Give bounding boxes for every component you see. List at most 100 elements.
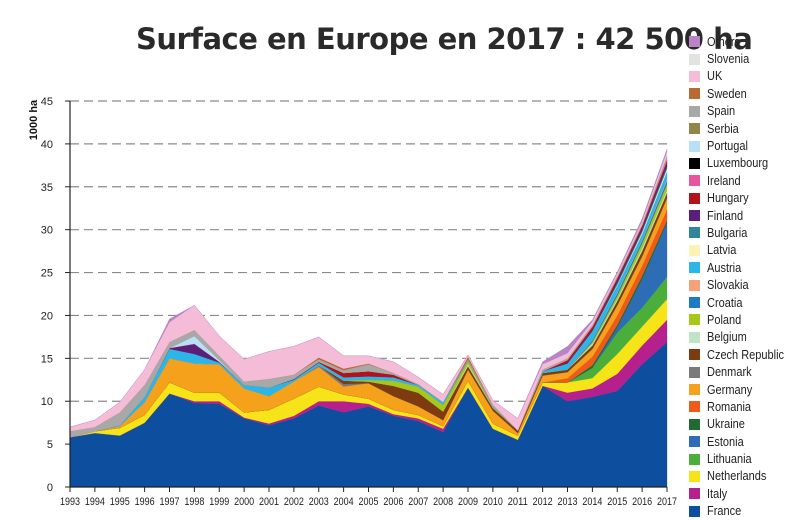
x-tick-label: 2005 — [359, 496, 379, 508]
y-tick-label: 20 — [41, 310, 53, 322]
legend-swatch — [689, 105, 700, 117]
x-tick-label: 2001 — [259, 496, 279, 508]
legend-swatch — [689, 123, 700, 135]
legend-label: Ireland — [707, 173, 741, 188]
legend-item-croatia: Croatia — [689, 294, 795, 311]
legend-swatch — [689, 297, 700, 309]
x-tick-label: 1999 — [209, 496, 229, 508]
legend-swatch — [689, 366, 700, 378]
x-tick-label: 2002 — [284, 496, 304, 508]
legend-label: Spain — [707, 104, 736, 119]
legend-label: Denmark — [707, 365, 752, 380]
legend-label: UK — [707, 69, 723, 84]
legend-swatch — [689, 262, 700, 274]
x-tick-label: 1993 — [60, 496, 80, 508]
legend-label: Austria — [707, 260, 742, 275]
y-tick-label: 10 — [41, 396, 53, 408]
legend-item-estonia: Estonia — [689, 433, 795, 450]
legend-item-france: France — [689, 503, 795, 520]
y-tick-label: 15 — [41, 353, 53, 365]
legend-label: France — [707, 504, 742, 519]
legend-swatch — [689, 227, 700, 239]
legend-label: Netherlands — [707, 469, 767, 484]
legend-item-netherlands: Netherlands — [689, 468, 795, 485]
legend-item-others: Others — [689, 33, 795, 50]
y-tick-label: 5 — [47, 439, 53, 451]
x-tick-label: 1995 — [110, 496, 130, 508]
legend-item-portugal: Portugal — [689, 137, 795, 154]
legend-item-ukraine: Ukraine — [689, 416, 795, 433]
legend-swatch — [689, 488, 700, 500]
x-tick-label: 2000 — [234, 496, 254, 508]
legend-item-sweden: Sweden — [689, 85, 795, 102]
x-tick-label: 2006 — [383, 496, 403, 508]
x-tick-label: 2016 — [632, 496, 652, 508]
y-tick-label: 30 — [41, 225, 53, 237]
legend-item-slovakia: Slovakia — [689, 276, 795, 293]
legend-swatch — [689, 505, 700, 517]
chart-title: Surface en Europe en 2017 : 42 500 ha — [136, 22, 753, 56]
x-tick-label: 2011 — [508, 496, 528, 508]
legend-swatch — [689, 192, 700, 204]
legend-swatch — [689, 279, 700, 291]
x-tick-label: 2015 — [607, 496, 627, 508]
legend-swatch — [689, 314, 700, 326]
x-tick-label: 2012 — [533, 496, 553, 508]
legend-label: Sweden — [707, 86, 747, 101]
x-tick-label: 2008 — [433, 496, 453, 508]
legend-swatch — [689, 36, 700, 48]
legend-swatch — [689, 244, 700, 256]
legend-item-serbia: Serbia — [689, 120, 795, 137]
legend-label: Romania — [707, 399, 752, 414]
legend-label: Ukraine — [707, 417, 745, 432]
legend-label: Latvia — [707, 243, 737, 258]
legend-label: Serbia — [707, 121, 739, 136]
y-tick-label: 25 — [41, 268, 53, 280]
legend-item-latvia: Latvia — [689, 242, 795, 259]
legend-label: Italy — [707, 486, 728, 501]
x-tick-label: 2014 — [582, 496, 602, 508]
x-tick-label: 1996 — [135, 496, 155, 508]
y-tick-label: 40 — [41, 139, 53, 151]
legend-item-belgium: Belgium — [689, 329, 795, 346]
legend-swatch — [689, 88, 700, 100]
legend: Others Slovenia UK Sweden Spain Serbia Portuga… — [689, 33, 795, 520]
legend-label: Luxembourg — [707, 156, 769, 171]
legend-swatch — [689, 418, 700, 430]
legend-item-luxembourg: Luxembourg — [689, 155, 795, 172]
x-tick-label: 2004 — [334, 496, 354, 508]
legend-label: Finland — [707, 208, 744, 223]
legend-item-uk: UK — [689, 68, 795, 85]
legend-item-finland: Finland — [689, 207, 795, 224]
legend-swatch — [689, 157, 700, 169]
x-tick-label: 2007 — [408, 496, 428, 508]
legend-label: Germany — [707, 382, 753, 397]
legend-label: Portugal — [707, 139, 748, 154]
legend-swatch — [689, 70, 700, 82]
legend-item-romania: Romania — [689, 398, 795, 415]
legend-item-spain: Spain — [689, 103, 795, 120]
y-tick-label: 35 — [41, 182, 53, 194]
legend-item-poland: Poland — [689, 311, 795, 328]
legend-label: Estonia — [707, 434, 744, 449]
x-tick-label: 2017 — [657, 496, 677, 508]
legend-swatch — [689, 349, 700, 361]
legend-label: Slovakia — [707, 278, 749, 293]
legend-label: Poland — [707, 312, 742, 327]
x-tick-label: 1998 — [184, 496, 204, 508]
x-tick-label: 2003 — [309, 496, 329, 508]
legend-swatch — [689, 384, 700, 395]
legend-label: Lithuania — [707, 452, 752, 467]
legend-swatch — [689, 436, 700, 448]
legend-swatch — [689, 53, 700, 65]
legend-label: Croatia — [707, 295, 743, 310]
legend-swatch — [689, 210, 700, 222]
y-tick-label: 45 — [41, 96, 53, 108]
legend-label: Hungary — [707, 191, 749, 206]
legend-label: Belgium — [707, 330, 747, 345]
legend-swatch — [689, 175, 700, 187]
x-tick-label: 2013 — [558, 496, 578, 508]
legend-label: Czech Republic — [707, 347, 785, 362]
legend-label: Slovenia — [707, 52, 750, 67]
x-tick-label: 1997 — [160, 496, 180, 508]
